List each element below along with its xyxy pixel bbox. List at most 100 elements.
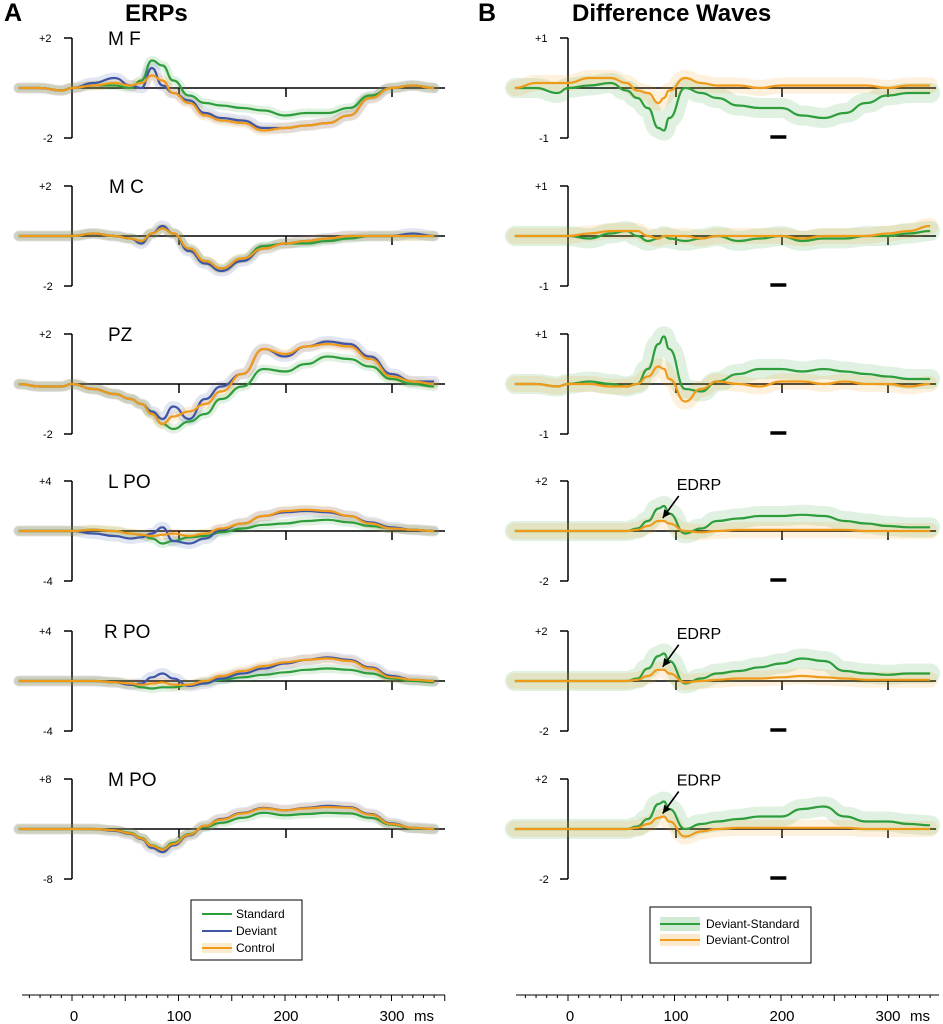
edrp-arrow-head bbox=[662, 657, 671, 667]
channel-label: M PO bbox=[108, 770, 157, 791]
legend-b-deviant-control-label: Deviant-Control bbox=[706, 933, 789, 947]
channel-label: M F bbox=[108, 29, 141, 50]
time-tick-label-0: 0 bbox=[70, 1008, 78, 1024]
line-deviant-control bbox=[514, 519, 931, 534]
y-top-label: +2 bbox=[39, 329, 52, 341]
y-bottom-label: -2 bbox=[43, 429, 53, 441]
y-top-label: +1 bbox=[535, 181, 548, 193]
series-lines bbox=[18, 804, 435, 854]
chart-a-r-po: +4 -4 R PO bbox=[13, 622, 445, 738]
time-unit-label: ms bbox=[414, 1008, 434, 1024]
line-deviant-standard bbox=[514, 81, 931, 132]
chart-a-pz: +2 -2 PZ bbox=[13, 325, 445, 441]
panel-b-title: Difference Waves bbox=[572, 0, 771, 27]
confidence-bands bbox=[13, 220, 440, 277]
chart-a-m-c: +2 -2 M C bbox=[13, 177, 445, 293]
confidence-bands bbox=[504, 791, 941, 845]
series-lines bbox=[18, 224, 435, 273]
series-lines bbox=[514, 335, 931, 403]
line-deviant-control bbox=[514, 668, 931, 684]
legend-a-deviant-label: Deviant bbox=[236, 924, 277, 938]
time-tick-label-0: 0 bbox=[566, 1008, 574, 1024]
line-deviant-control bbox=[514, 815, 931, 838]
y-bottom-label: -1 bbox=[539, 429, 549, 441]
legend-b-box bbox=[649, 906, 812, 964]
series-lines bbox=[514, 504, 931, 535]
panel-a-title: ERPs bbox=[125, 0, 188, 27]
panel-a-letter: A bbox=[4, 0, 22, 27]
channel-label: PZ bbox=[108, 325, 133, 346]
time-tick-label-200: 200 bbox=[273, 1008, 298, 1024]
chart-a-l-po: +4 -4 L PO bbox=[13, 472, 445, 588]
legend-b: Deviant-Standard Deviant-Control bbox=[649, 906, 812, 964]
time-tick-label-100: 100 bbox=[166, 1008, 191, 1024]
channel-label: L PO bbox=[108, 472, 151, 493]
line-deviant-control bbox=[514, 76, 931, 105]
series-lines bbox=[514, 224, 931, 243]
time-axis-b: 0 100 200 300 ms bbox=[516, 994, 939, 1024]
edrp-label: EDRP bbox=[677, 626, 721, 643]
y-top-label: +2 bbox=[535, 774, 548, 786]
line-control bbox=[18, 806, 435, 851]
legend-a: Standard Deviant Control bbox=[190, 899, 303, 961]
y-top-label: +2 bbox=[39, 181, 52, 193]
chart-a-m-po: +8 -8 M PO bbox=[13, 770, 445, 886]
y-top-label: +1 bbox=[535, 33, 548, 45]
y-top-label: +1 bbox=[535, 329, 548, 341]
y-bottom-label: -2 bbox=[43, 133, 53, 145]
y-top-label: +2 bbox=[535, 476, 548, 488]
channel-label: M C bbox=[109, 177, 144, 198]
chart-b-r-po: +2 -2 EDRP bbox=[504, 626, 941, 738]
y-bottom-label: -1 bbox=[539, 281, 549, 293]
edrp-label: EDRP bbox=[677, 773, 721, 790]
legend-a-control-label: Control bbox=[236, 941, 275, 955]
y-top-label: +2 bbox=[39, 33, 52, 45]
time-tick-label-200: 200 bbox=[769, 1008, 794, 1024]
band-deviant bbox=[13, 336, 440, 425]
edrp-arrow-head bbox=[662, 509, 671, 518]
chart-b-m-c: +1 -1 bbox=[504, 181, 941, 293]
edrp-label: EDRP bbox=[677, 477, 721, 494]
line-deviant-control bbox=[514, 224, 931, 240]
line-deviant-standard bbox=[514, 229, 931, 243]
time-axes: 0 100 200 300 ms 0 100 200 300 ms bbox=[22, 994, 939, 1024]
y-top-label: +4 bbox=[39, 476, 52, 488]
plot-area: +2 -2 M F +2 -2 M C +2 -2 PZ +4 -4 L PO +4 -4 R PO +8 -8… bbox=[13, 29, 941, 886]
confidence-bands bbox=[504, 326, 941, 410]
y-top-label: +2 bbox=[535, 626, 548, 638]
line-control bbox=[18, 74, 435, 132]
time-tick-label-300: 300 bbox=[875, 1008, 900, 1024]
y-top-label: +8 bbox=[39, 774, 52, 786]
line-control bbox=[18, 508, 435, 538]
time-tick-label-100: 100 bbox=[663, 1008, 688, 1024]
time-tick-label-300: 300 bbox=[379, 1008, 404, 1024]
chart-a-m-f: +2 -2 M F bbox=[13, 29, 445, 145]
series-lines bbox=[18, 59, 435, 132]
confidence-bands bbox=[504, 218, 941, 251]
chart-b-l-po: +2 -2 EDRP bbox=[504, 476, 941, 588]
y-bottom-label: -4 bbox=[43, 576, 53, 588]
line-control bbox=[18, 342, 435, 426]
channel-label: R PO bbox=[104, 622, 150, 643]
time-unit-label: ms bbox=[910, 1008, 930, 1024]
panel-b-letter: B bbox=[478, 0, 496, 27]
series-lines bbox=[18, 656, 435, 690]
series-lines bbox=[514, 652, 931, 685]
line-control bbox=[18, 657, 435, 686]
line-control bbox=[18, 227, 435, 270]
legend-a-standard-label: Standard bbox=[236, 907, 285, 921]
series-lines bbox=[514, 800, 931, 838]
edrp-arrow-head bbox=[662, 804, 671, 814]
series-lines bbox=[18, 508, 435, 545]
y-top-label: +4 bbox=[39, 626, 52, 638]
y-bottom-label: -2 bbox=[539, 874, 549, 886]
y-bottom-label: -1 bbox=[539, 133, 549, 145]
line-deviant-control bbox=[514, 365, 931, 403]
y-bottom-label: -2 bbox=[539, 576, 549, 588]
chart-b-pz: +1 -1 bbox=[504, 326, 941, 441]
line-deviant-standard bbox=[514, 335, 931, 393]
legend-b-deviant-standard-label: Deviant-Standard bbox=[706, 917, 799, 931]
chart-b-m-po: +2 -2 EDRP bbox=[504, 773, 941, 886]
y-bottom-label: -4 bbox=[43, 726, 53, 738]
